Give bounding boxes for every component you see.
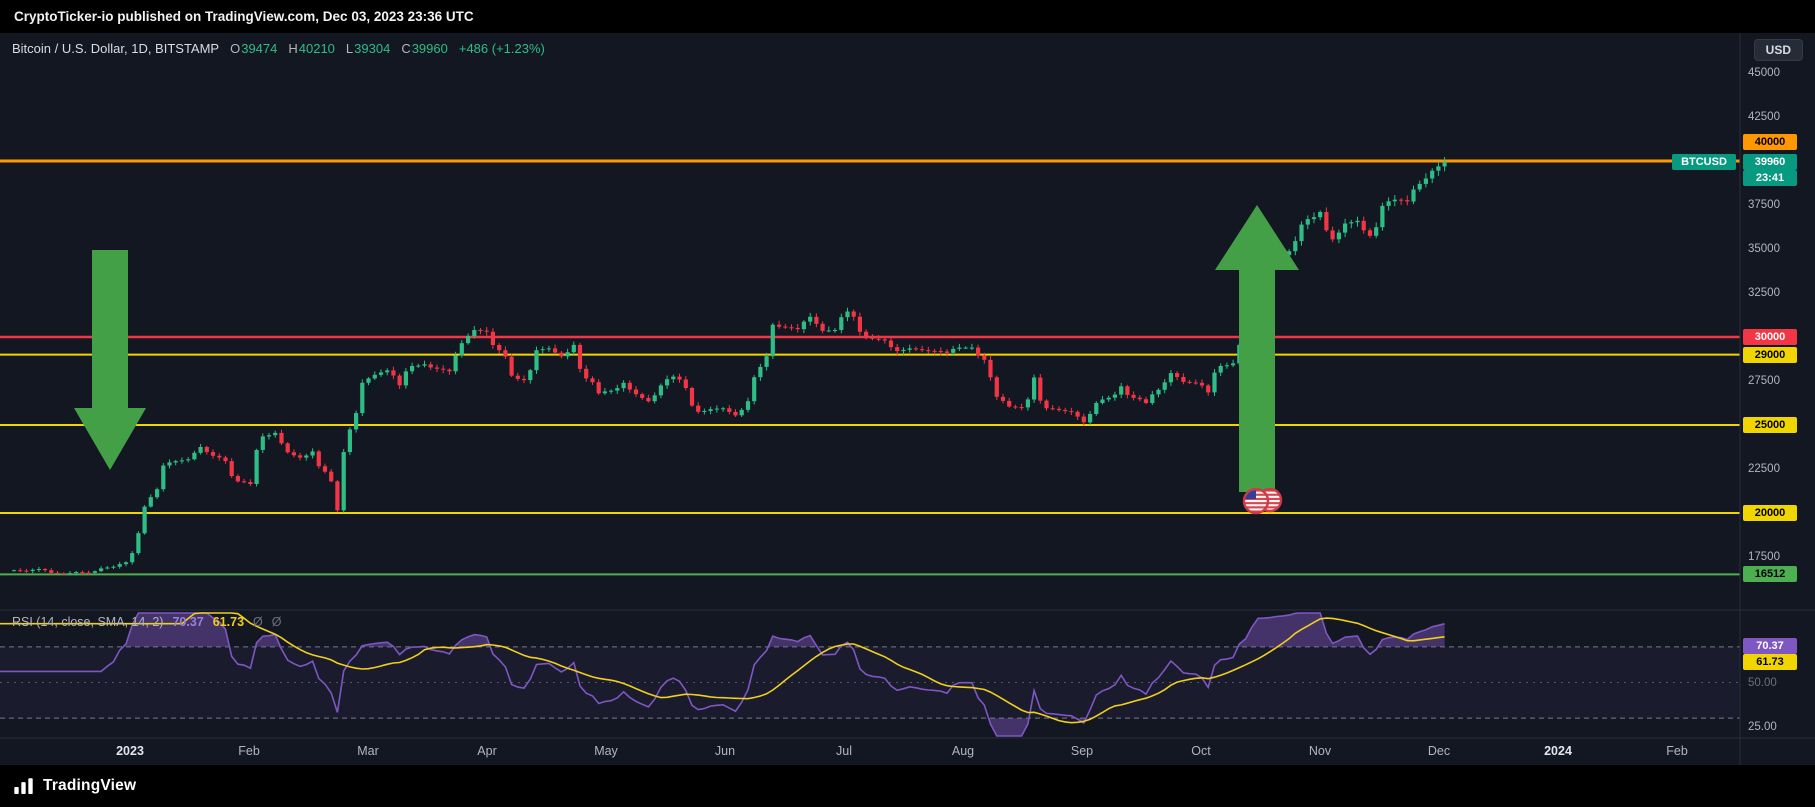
price-badge-2341: 23:41 (1743, 169, 1797, 186)
rsi-ma-current-value: 61.73 (212, 615, 245, 629)
close-label: C (401, 41, 411, 56)
down-arrow-annotation[interactable] (74, 250, 146, 470)
price-badge-20000: 20000 (1743, 505, 1797, 521)
time-axis-label-sep-8[interactable]: Sep (1070, 744, 1094, 758)
high-label: H (288, 41, 298, 56)
time-axis-label-apr-3[interactable]: Apr (477, 744, 497, 758)
footer-bar: TradingView (0, 765, 1815, 807)
time-axis-label-feb-1[interactable]: Feb (238, 744, 260, 758)
price-badge-16512: 16512 (1743, 566, 1797, 583)
time-axis-label-2023-0[interactable]: 2023 (116, 744, 144, 758)
published-text: CryptoTicker-io published on TradingView… (14, 9, 474, 24)
rsi-band (0, 646, 1740, 719)
rsi-axis-label-50.00: 50.00 (1748, 676, 1777, 689)
rsi-badge-70.37: 70.37 (1743, 638, 1797, 655)
time-axis-label-dec-11[interactable]: Dec (1427, 744, 1451, 758)
currency-toggle-button[interactable]: USD (1753, 39, 1803, 61)
rsi-overbought-fill (0, 613, 1445, 647)
time-axis-label-nov-10[interactable]: Nov (1308, 744, 1332, 758)
time-axis-label-oct-9[interactable]: Oct (1191, 744, 1211, 758)
price-axis-label-32500: 32500 (1748, 287, 1780, 299)
price-badge-39960: 39960 (1743, 153, 1797, 170)
time-axis-label-jun-5[interactable]: Jun (714, 744, 736, 758)
time-axis-label-may-4[interactable]: May (594, 744, 618, 758)
high-value: 40210 (298, 41, 335, 56)
open-label: O (230, 41, 241, 56)
rsi-title[interactable]: RSI (14, close, SMA, 14, 2) (12, 615, 164, 629)
us-flag-icon[interactable] (1242, 487, 1283, 515)
time-axis-label-feb-13[interactable]: Feb (1666, 744, 1688, 758)
low-value: 39304 (354, 41, 391, 56)
symbol-price-tag: BTCUSD (1672, 153, 1736, 170)
price-badge-25000: 25000 (1743, 417, 1797, 433)
up-arrow-annotation[interactable] (1215, 205, 1299, 492)
symbol-title[interactable]: Bitcoin / U.S. Dollar, 1D, BITSTAMP (12, 41, 220, 56)
tradingview-logo-glyph (14, 777, 33, 794)
rsi-line (0, 612, 1445, 737)
change-value: +486 (+1.23%) (458, 41, 545, 56)
tradingview-brand[interactable]: TradingView (43, 777, 137, 794)
rsi-badge-61.73: 61.73 (1743, 653, 1797, 670)
low-label: L (345, 41, 354, 56)
rsi-legend: RSI (14, close, SMA, 14, 2) 70.37 61.73 … (12, 615, 281, 629)
rsi-ma-line (0, 612, 1445, 724)
symbol-legend: Bitcoin / U.S. Dollar, 1D, BITSTAMP O 394… (12, 41, 545, 56)
open-value: 39474 (241, 41, 278, 56)
published-bar: CryptoTicker-io published on TradingView… (0, 0, 1815, 33)
time-axis-label-2024-12[interactable]: 2024 (1544, 744, 1572, 758)
price-axis-label-27500: 27500 (1748, 375, 1780, 387)
price-badge-29000: 29000 (1743, 346, 1797, 363)
price-level-lines[interactable] (0, 159, 1740, 576)
rsi-axis-label-25.00: 25.00 (1748, 721, 1777, 733)
hidden-value-icon[interactable]: Ø (253, 615, 263, 629)
price-axis-label-42500: 42500 (1748, 111, 1780, 123)
price-badge-40000: 40000 (1743, 134, 1797, 150)
price-axis-label-35000: 35000 (1748, 243, 1780, 255)
hidden-value-icon[interactable]: Ø (271, 615, 282, 629)
chart-canvas[interactable] (0, 33, 1815, 765)
rsi-current-value: 70.37 (172, 615, 204, 629)
price-axis-label-17500: 17500 (1748, 551, 1780, 563)
time-axis-label-aug-7[interactable]: Aug (951, 744, 975, 758)
tradingview-logo[interactable] (13, 776, 34, 797)
time-axis-label-mar-2[interactable]: Mar (357, 744, 379, 758)
price-axis-label-22500: 22500 (1748, 463, 1780, 475)
chart-area[interactable]: Bitcoin / U.S. Dollar, 1D, BITSTAMP O 394… (0, 33, 1815, 765)
price-axis-label-37500: 37500 (1748, 199, 1780, 211)
price-axis-label-45000: 45000 (1748, 67, 1780, 79)
time-axis-label-jul-6[interactable]: Jul (836, 744, 852, 758)
price-badge-30000: 30000 (1743, 329, 1797, 345)
close-value: 39960 (411, 41, 448, 56)
